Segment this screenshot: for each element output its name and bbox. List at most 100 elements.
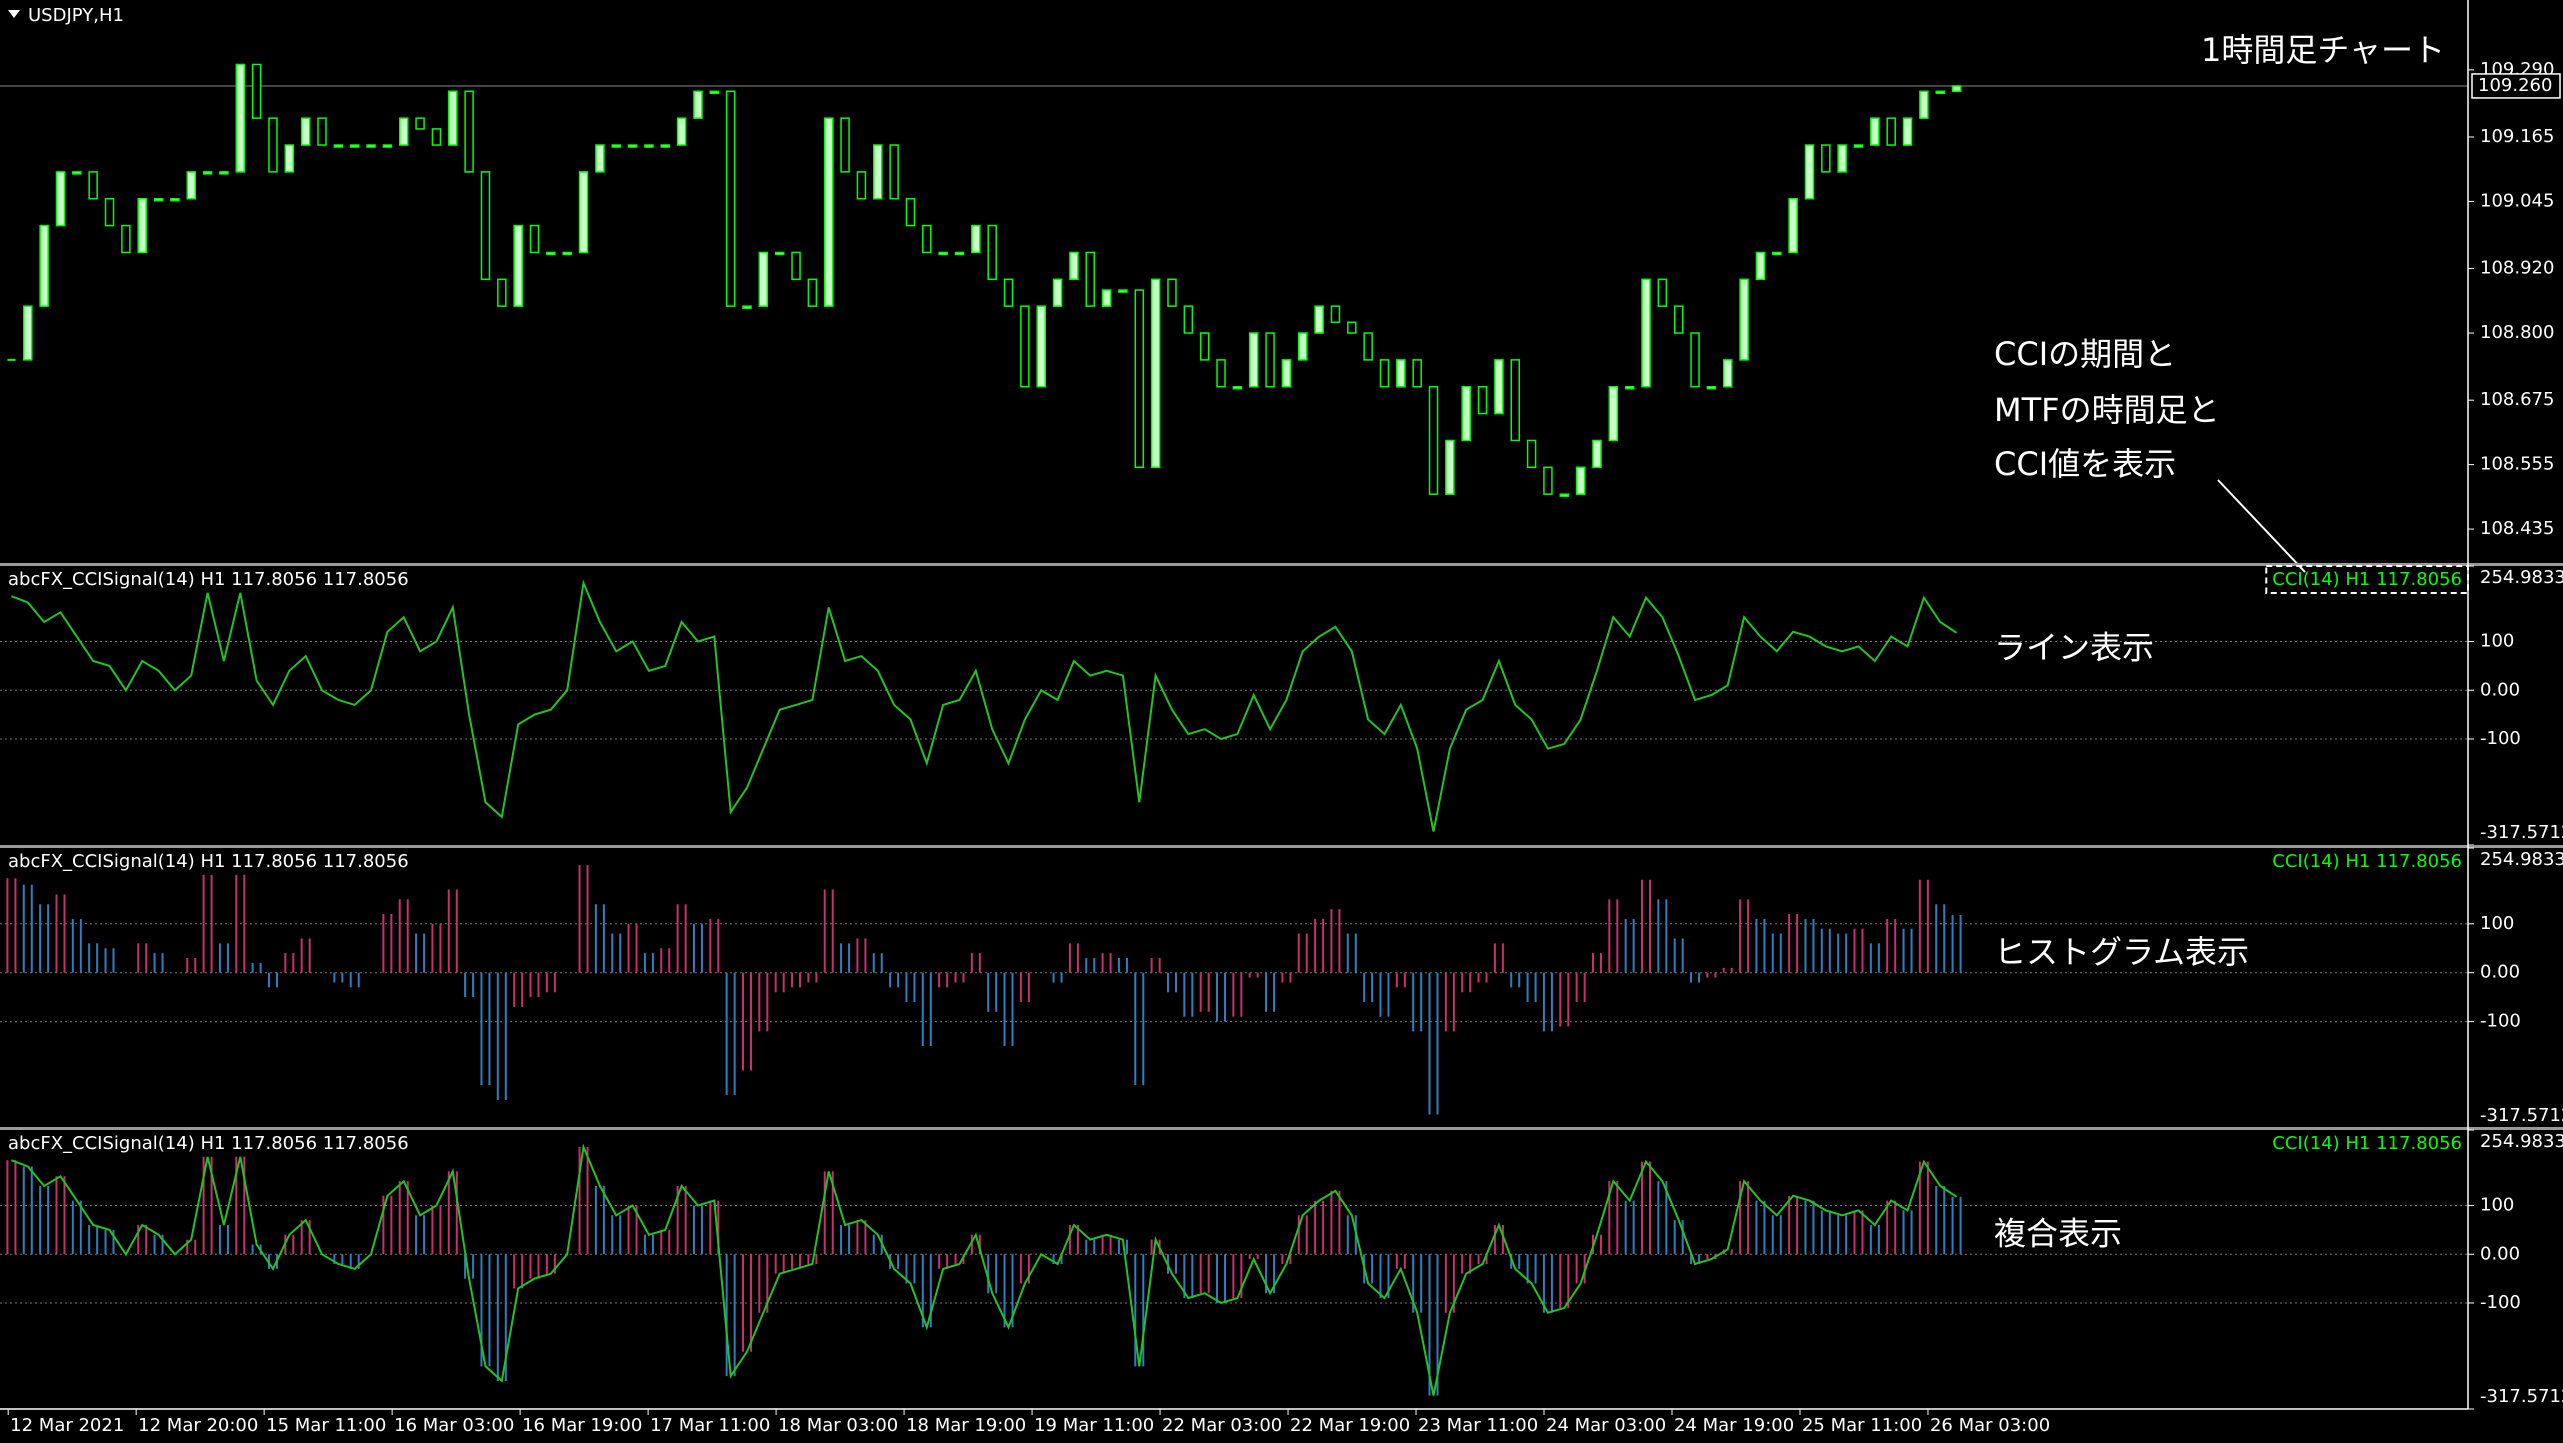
candle <box>1543 466 1553 495</box>
symbol-menu-icon[interactable] <box>8 10 20 18</box>
candle <box>1821 144 1831 173</box>
candle <box>1559 493 1570 497</box>
y-tick-label: 100 <box>2480 631 2514 652</box>
y-tick-label: 100 <box>2480 1195 2514 1216</box>
chart-caption: 1時間足チャート <box>2201 31 2445 69</box>
candle <box>1886 117 1896 146</box>
candle <box>153 197 164 202</box>
x-tick-label: 12 Mar 20:00 <box>138 1415 258 1436</box>
y-tick-label: 109.045 <box>2480 190 2554 211</box>
candle <box>415 117 425 130</box>
candle <box>398 117 409 146</box>
candle <box>1445 439 1455 495</box>
candle <box>774 251 785 256</box>
candle <box>1690 332 1700 388</box>
candle <box>1706 385 1717 390</box>
cci-readout: CCI(14) H1 117.8056 <box>2272 851 2462 872</box>
candle <box>1788 197 1798 254</box>
candle <box>644 144 654 148</box>
note-line: MTFの時間足と <box>1994 391 2220 429</box>
indicator-name: abcFX_CCISignal(14) H1 117.8056 117.8056 <box>8 851 409 872</box>
candle <box>971 224 981 254</box>
candle <box>1510 359 1520 442</box>
candle <box>431 128 442 146</box>
candle <box>807 278 818 307</box>
candle <box>742 305 752 309</box>
candle <box>1134 289 1145 469</box>
candle <box>987 224 997 281</box>
candle <box>251 63 262 119</box>
candle <box>1167 278 1177 307</box>
x-tick-label: 24 Mar 03:00 <box>1546 1415 1666 1436</box>
candle <box>709 90 720 95</box>
x-tick-label: 24 Mar 19:00 <box>1674 1415 1794 1436</box>
candle <box>1657 278 1668 307</box>
candle <box>856 171 867 200</box>
candle <box>39 224 49 307</box>
candle <box>1526 439 1537 469</box>
candle <box>1003 278 1014 307</box>
candle <box>725 90 736 307</box>
candle <box>1772 251 1782 256</box>
candle <box>1804 144 1815 200</box>
cci-line <box>11 579 1958 832</box>
candle <box>1216 359 1226 388</box>
x-tick-label: 16 Mar 03:00 <box>394 1415 514 1436</box>
candle <box>1379 359 1390 388</box>
y-tick-label: 108.800 <box>2480 322 2554 343</box>
candle <box>1608 385 1619 442</box>
candle <box>497 278 507 307</box>
candle <box>595 144 605 173</box>
candle <box>186 171 196 200</box>
candle <box>693 90 703 119</box>
candle <box>578 171 589 254</box>
y-tick-label: 0.00 <box>2480 1243 2520 1264</box>
x-tick-label: 18 Mar 19:00 <box>906 1415 1026 1436</box>
candle <box>1052 278 1063 307</box>
panel-caption: ライン表示 <box>1994 629 2154 667</box>
candle <box>1722 359 1733 388</box>
x-tick-label: 23 Mar 11:00 <box>1418 1415 1538 1436</box>
y-tick-label: 254.9833 <box>2480 1131 2563 1152</box>
candle <box>1265 332 1275 388</box>
candle <box>88 171 98 200</box>
x-tick-label: 16 Mar 19:00 <box>522 1415 642 1436</box>
candle <box>889 144 899 200</box>
candle <box>1347 321 1357 334</box>
y-tick-label: -100 <box>2480 728 2521 749</box>
candle <box>660 144 671 148</box>
candle <box>137 197 147 254</box>
y-tick-label: 108.920 <box>2480 258 2554 279</box>
y-tick-label: 100 <box>2480 913 2514 934</box>
x-tick-label: 18 Mar 03:00 <box>778 1415 898 1436</box>
cci-readout: CCI(14) H1 117.8056 <box>2272 1133 2462 1154</box>
last-price-label: 109.260 <box>2478 75 2552 96</box>
y-tick-label: -317.5712 <box>2480 1105 2563 1126</box>
candle <box>938 251 948 256</box>
cci-readout: CCI(14) H1 117.8056 <box>2272 569 2462 590</box>
candle <box>1902 117 1913 146</box>
candle <box>284 144 295 173</box>
y-tick-label: -317.5712 <box>2480 822 2563 843</box>
candle <box>1951 85 1962 93</box>
candle <box>104 197 115 227</box>
candle <box>1085 251 1096 307</box>
candle <box>1248 332 1259 388</box>
y-tick-label: 108.555 <box>2480 454 2554 475</box>
candle <box>1853 144 1864 148</box>
x-tick-label: 26 Mar 03:00 <box>1930 1415 2050 1436</box>
candle <box>1118 289 1128 293</box>
x-tick-label: 19 Mar 11:00 <box>1034 1415 1154 1436</box>
candle <box>513 224 523 307</box>
candle <box>791 251 801 281</box>
candle <box>922 224 932 254</box>
candle <box>219 171 229 175</box>
candle <box>562 251 572 256</box>
candle <box>1739 278 1749 361</box>
y-tick-label: 0.00 <box>2480 679 2520 700</box>
candle <box>1412 359 1422 388</box>
candle <box>464 90 474 173</box>
candle <box>873 144 883 200</box>
candle <box>448 90 458 146</box>
